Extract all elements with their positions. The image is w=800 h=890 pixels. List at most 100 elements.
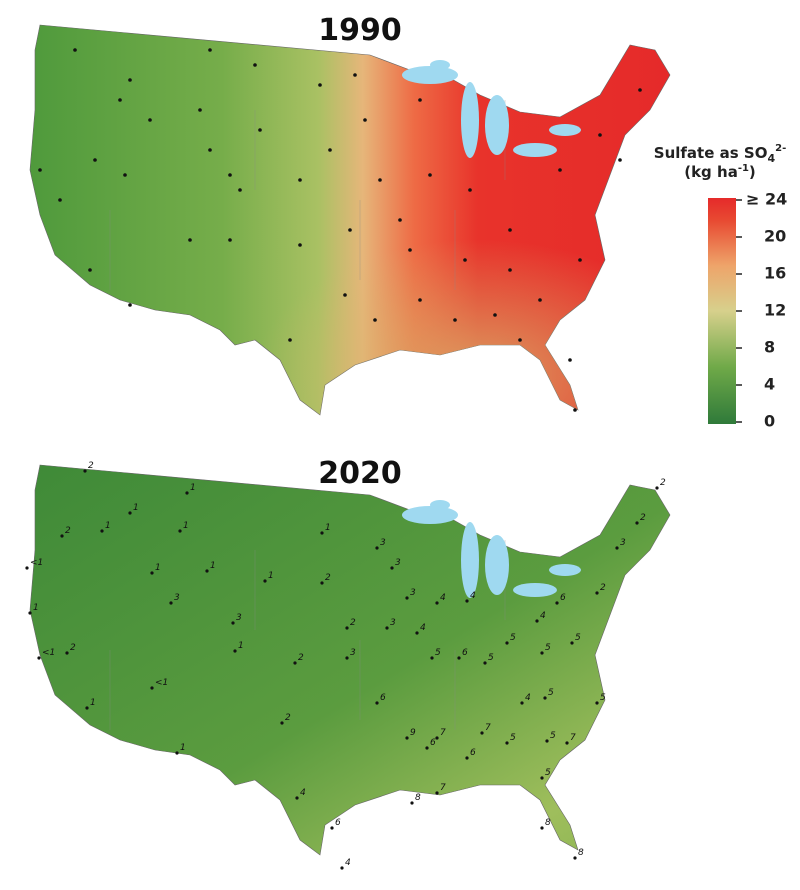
site-label: 6 [560,593,566,603]
site-label: 3 [620,538,626,548]
site-dot [353,73,357,77]
site-dot [328,148,332,152]
site-dot [595,591,599,595]
site-label: 2 [88,461,94,471]
tick-label: 0 [764,412,775,431]
site-label: 3 [350,648,356,658]
site-label: 8 [545,818,551,828]
site-dot [228,238,232,242]
lake [402,506,458,524]
site-label: 2 [660,478,666,488]
land [29,464,671,856]
site-dot [573,408,577,412]
site-label: 3 [380,538,386,548]
site-dot [540,776,544,780]
site-label: 5 [545,643,551,653]
site-dot [508,228,512,232]
site-label: 6 [430,738,436,748]
site-label: 8 [415,793,421,803]
site-dot [205,569,209,573]
site-dot [175,751,179,755]
site-dot [480,731,484,735]
site-label: 7 [440,783,446,793]
site-dot [428,173,432,177]
site-label: 1 [190,483,196,493]
tick-label: 8 [764,338,775,357]
site-label: 5 [575,633,581,643]
site-dot [545,739,549,743]
site-dot [435,791,439,795]
site-label: 6 [470,748,476,758]
site-dot [425,746,429,750]
site-dot [398,218,402,222]
site-dot [93,158,97,162]
site-label: 3 [395,558,401,568]
site-dot [178,529,182,533]
site-dot [298,178,302,182]
site-label: 5 [545,768,551,778]
site-dot [535,619,539,623]
site-dot [435,736,439,740]
site-dot [615,546,619,550]
site-dot [298,243,302,247]
site-dot [169,601,173,605]
site-label: 1 [105,521,111,531]
site-label: 4 [420,623,426,633]
site-dot [83,469,87,473]
site-dot [373,318,377,322]
site-dot [38,168,42,172]
site-dot [543,696,547,700]
site-label: 2 [298,653,304,663]
site-label: 4 [540,611,546,621]
site-dot [508,268,512,272]
site-label: 2 [65,526,71,536]
site-label: 4 [300,788,306,798]
site-dot [518,338,522,342]
site-label: 3 [410,588,416,598]
site-label: <1 [155,678,168,688]
site-label: 2 [600,583,606,593]
site-dot [295,796,299,800]
map-2020 [29,464,671,856]
site-label: 1 [268,571,274,581]
site-dot [253,63,257,67]
site-label: 1 [33,603,39,613]
site-dot [410,801,414,805]
site-dot [228,173,232,177]
color-bar [708,198,736,424]
site-label: 7 [440,728,446,738]
site-label: 2 [640,513,646,523]
site-dot [505,741,509,745]
site-label: 2 [325,573,331,583]
site-dot [348,228,352,232]
site-dot [128,303,132,307]
site-dot [58,198,62,202]
site-dot [540,651,544,655]
site-dot [457,656,461,660]
site-dot [128,78,132,82]
site-dot [73,48,77,52]
site-label: <1 [42,648,55,658]
site-dot [188,238,192,242]
site-dot [128,511,132,515]
site-dot [493,313,497,317]
site-label: 3 [174,593,180,603]
site-label: 4 [440,593,446,603]
site-dot [288,338,292,342]
site-dot [375,546,379,550]
lake [549,124,581,136]
lake [485,535,509,595]
site-dot [598,133,602,137]
site-label: 5 [548,688,554,698]
lake [513,583,557,597]
site-label: 2 [350,618,356,628]
tick-label: 16 [764,264,786,283]
site-dot [150,686,154,690]
site-label: 5 [510,633,516,643]
site-dot [100,529,104,533]
tick-label: ≥ 24 [746,190,787,209]
site-dot [540,826,544,830]
site-dot [378,178,382,182]
legend-title: Sulfate as SO42- [654,143,786,165]
site-dot [415,631,419,635]
